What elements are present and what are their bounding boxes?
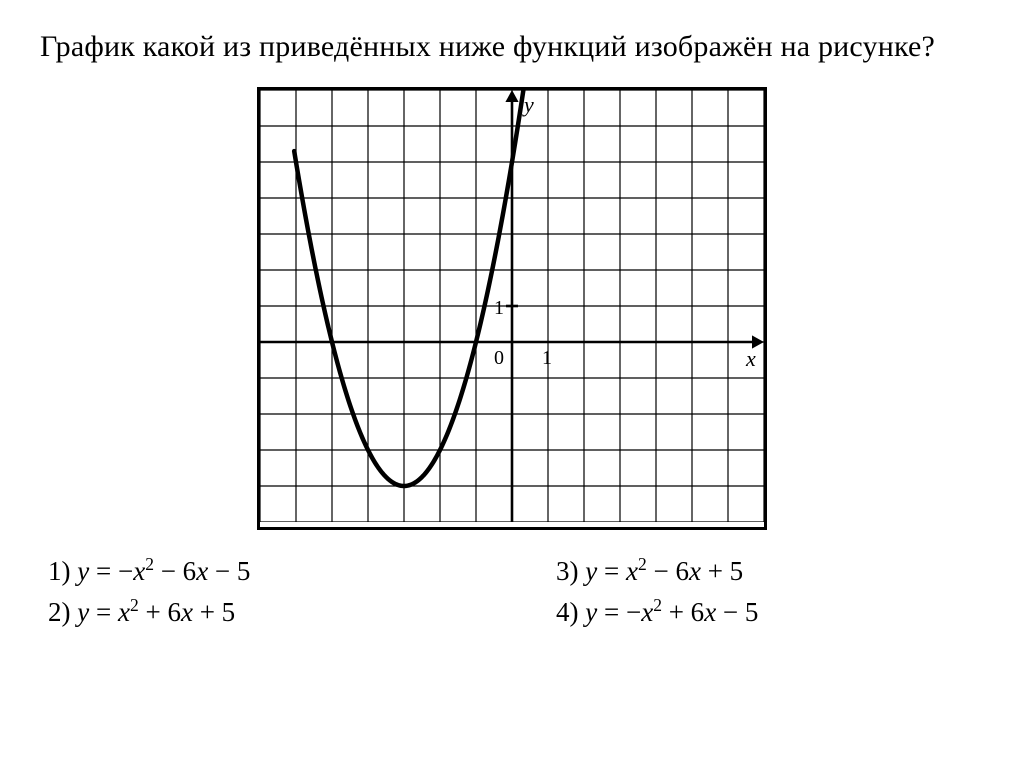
chart-svg: yx101 bbox=[260, 90, 764, 522]
answer-1: 1) y = −x2 − 6x − 5 bbox=[48, 554, 476, 587]
answer-2: 2) y = x2 + 6x + 5 bbox=[48, 595, 476, 628]
answer-4-num: 4) bbox=[556, 597, 579, 627]
svg-text:1: 1 bbox=[494, 297, 504, 319]
answer-2-num: 2) bbox=[48, 597, 71, 627]
answers-grid: 1) y = −x2 − 6x − 5 3) y = x2 − 6x + 5 2… bbox=[40, 554, 984, 628]
answer-4: 4) y = −x2 + 6x − 5 bbox=[556, 595, 984, 628]
chart-border: yx101 bbox=[257, 87, 767, 530]
svg-text:0: 0 bbox=[494, 347, 504, 369]
answer-1-num: 1) bbox=[48, 556, 71, 586]
question-text: График какой из приведённых ниже функций… bbox=[40, 24, 984, 69]
chart-container: yx101 bbox=[40, 87, 984, 530]
answer-3-num: 3) bbox=[556, 556, 579, 586]
svg-text:1: 1 bbox=[542, 347, 552, 369]
page: График какой из приведённых ниже функций… bbox=[0, 0, 1024, 652]
answer-3: 3) y = x2 − 6x + 5 bbox=[556, 554, 984, 587]
svg-text:x: x bbox=[745, 346, 756, 371]
